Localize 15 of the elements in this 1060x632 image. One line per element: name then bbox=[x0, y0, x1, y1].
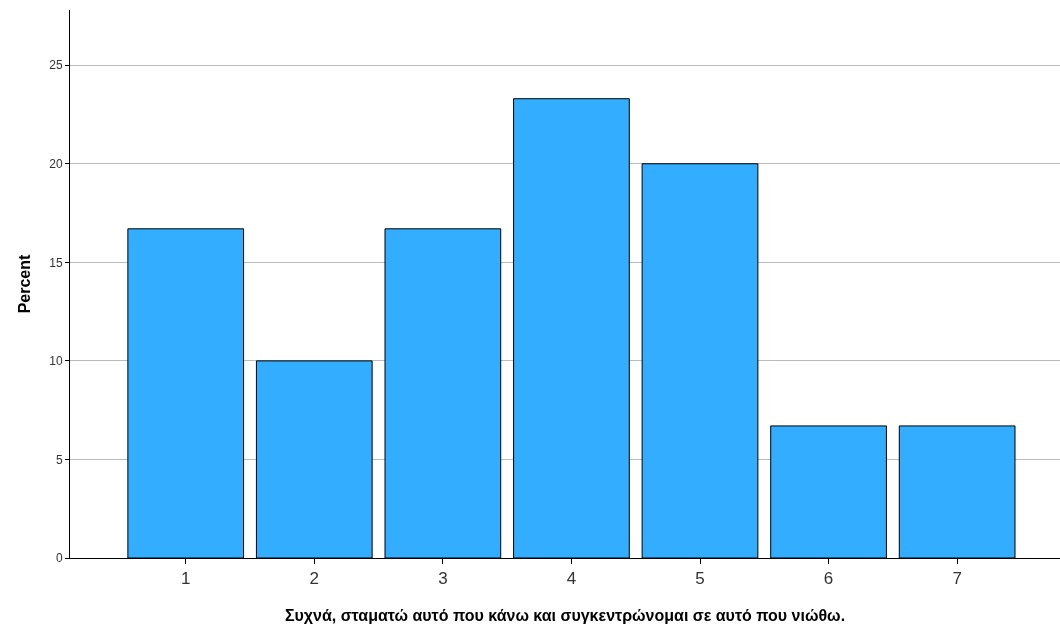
y-tick-label: 0 bbox=[55, 551, 63, 566]
x-tick-label: 5 bbox=[695, 569, 705, 589]
x-tick-label: 2 bbox=[309, 569, 320, 589]
y-tick-label: 15 bbox=[49, 255, 63, 270]
y-tick-label: 10 bbox=[49, 354, 63, 369]
y-tick-label: 25 bbox=[49, 58, 63, 73]
x-tick-label: 7 bbox=[952, 569, 962, 589]
y-axis-title: Percent bbox=[16, 253, 34, 314]
x-tick-label: 4 bbox=[566, 569, 577, 589]
y-tick-label: 20 bbox=[49, 156, 63, 171]
x-tick-label: 6 bbox=[823, 569, 834, 589]
x-tick-label: 1 bbox=[180, 569, 191, 589]
x-tick-label: 3 bbox=[438, 569, 448, 589]
y-tick-label: 5 bbox=[55, 452, 63, 467]
x-axis-title: Συχνά, σταματώ αυτό που κάνω και συγκεντρώνομαι σε αυτό που νιώθω. bbox=[284, 607, 846, 625]
